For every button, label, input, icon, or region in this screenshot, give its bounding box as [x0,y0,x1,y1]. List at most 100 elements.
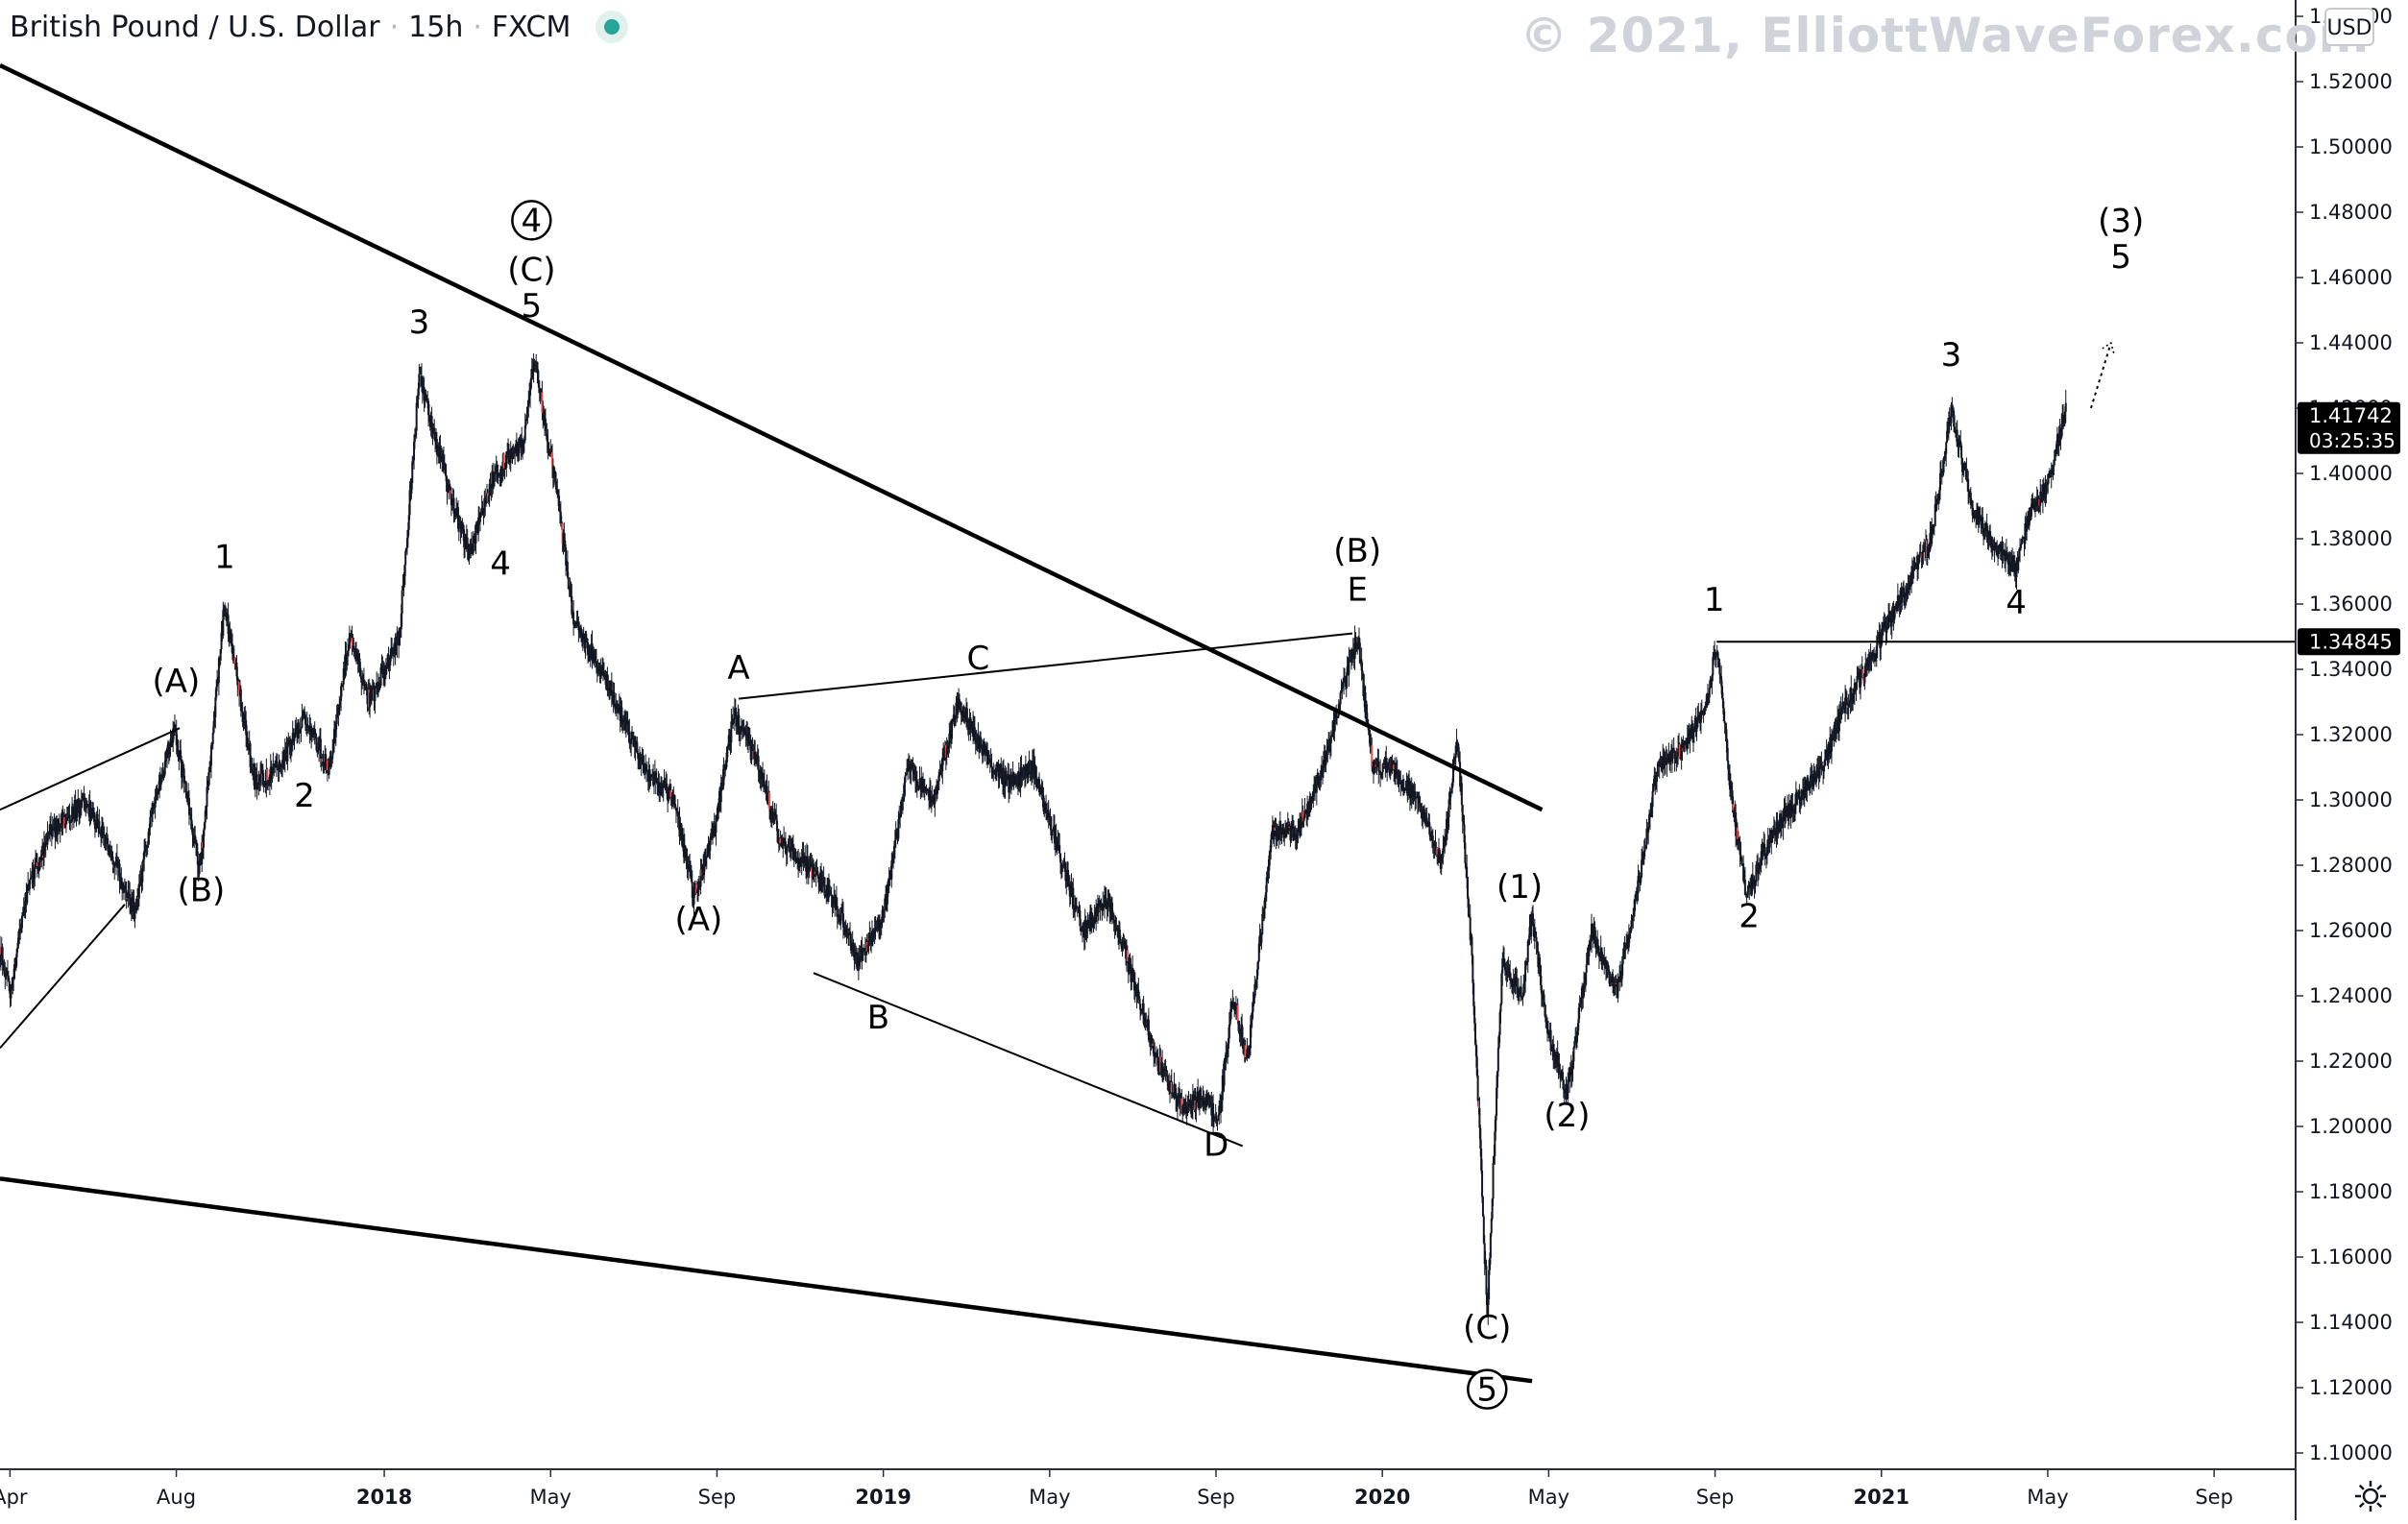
candle-body [1693,731,1695,733]
candle-body [396,633,398,645]
wave-label: C [966,640,989,678]
candle-body [904,776,906,784]
candle-body [374,688,376,701]
candle-body [1072,887,1074,907]
wave-label: (B) [1333,532,1381,570]
candle-body [304,714,306,724]
candle-body [418,375,420,389]
wave-label: (A) [153,663,201,701]
time-tick-label: Sep [1696,1486,1735,1509]
candle-body [1195,1101,1197,1109]
candle-body [404,551,406,565]
candle-body [1725,729,1727,739]
candle-body [1539,957,1541,965]
candle-body [1763,844,1765,857]
price-tick-label: 1.40000 [2309,462,2393,485]
wave-label: 5 [1476,1371,1497,1410]
candle-body [1550,1030,1552,1051]
time-tick-label: Apr [0,1486,28,1509]
projection-arrowhead [2103,343,2114,353]
candle-body [1644,848,1646,851]
candle-body [1576,1035,1578,1043]
candle-body [902,800,904,810]
candle-body [1449,793,1451,798]
candle-body [1586,964,1588,972]
upper-wedge-line [0,65,1542,810]
price-tick-label: 1.34000 [2309,658,2393,681]
candle-body [1998,545,2000,554]
time-axis-panel [0,1469,2296,1520]
candle-body [1485,1266,1487,1294]
price-tick-label: 1.44000 [2309,331,2393,354]
candle-body [1493,1163,1495,1198]
wave-label: 1 [214,539,235,577]
candle-body [1464,842,1466,863]
candle-body [1960,446,1962,458]
price-tick-label: 1.50000 [2309,135,2393,158]
candle-body [905,775,907,776]
candle-body [1945,443,1947,454]
wave-label: 4 [522,202,543,240]
wave-label: 4 [490,544,511,583]
candle-body [926,789,928,791]
candle-body [1677,748,1679,756]
candle-body [1471,936,1472,956]
candle-body [1812,774,1813,786]
triangle-line-ac-e [739,634,1352,699]
wave-label: A [727,649,749,688]
candle-body [1058,845,1060,854]
time-tick-label: May [1029,1486,1070,1509]
candle-body [980,738,982,746]
lower-wedge-line [0,1178,1532,1381]
wave-label: B [867,999,889,1037]
candle-body [1536,937,1538,942]
candle-body [530,378,532,389]
price-tick-label: 1.14000 [2309,1311,2393,1334]
price-tick-label: 1.46000 [2309,266,2393,289]
candle-body [90,802,92,816]
price-tick-label: 1.36000 [2309,593,2393,616]
candle-body [2065,403,2067,412]
time-tick-label: May [530,1486,572,1509]
wave-label: 3 [409,303,430,342]
candle-body [951,722,953,738]
candle-body [1673,748,1675,751]
price-tick-label: 1.18000 [2309,1180,2393,1203]
candle-body [1771,838,1773,842]
time-tick-label: Aug [157,1486,196,1509]
wave-label: (A) [674,901,722,939]
price-tick-label: 1.52000 [2309,70,2393,93]
wave-labels: (A)(B)1234(C)54(A)ABCD(B)E(C)5(1)(2)1234… [153,201,2145,1409]
projection-arrow [2091,343,2111,408]
candle-body [1482,1197,1484,1216]
candle-body [1491,1219,1493,1233]
wave-label: 5 [522,287,543,326]
symbol-title[interactable]: British Pound / U.S. Dollar [10,11,380,44]
candle-body [1954,426,1956,432]
wave-label: (C) [507,251,555,289]
price-tick-label: 1.38000 [2309,527,2393,550]
candle-body [787,848,789,852]
candle-body [212,733,214,744]
price-tick-label: 1.20000 [2309,1115,2393,1138]
candle-body [1340,692,1342,704]
candle-body [1490,1233,1492,1258]
price-label-value: 1.41742 [2309,404,2393,427]
candle-body [214,697,216,717]
candle-body [1439,850,1441,855]
price-tick-label: 1.28000 [2309,854,2393,877]
candle-body [1377,762,1379,771]
candle-body [475,532,477,544]
wave-label: (C) [1463,1309,1511,1347]
candle-body [1863,677,1865,683]
price-axis-panel [2296,0,2408,1520]
candle-body [1755,865,1757,883]
candle-body [1237,1005,1239,1021]
price-tick-label: 1.24000 [2309,984,2393,1007]
price-tick-label: 1.12000 [2309,1376,2393,1399]
candle-body [225,608,227,614]
price-tick-label: 1.48000 [2309,201,2393,224]
